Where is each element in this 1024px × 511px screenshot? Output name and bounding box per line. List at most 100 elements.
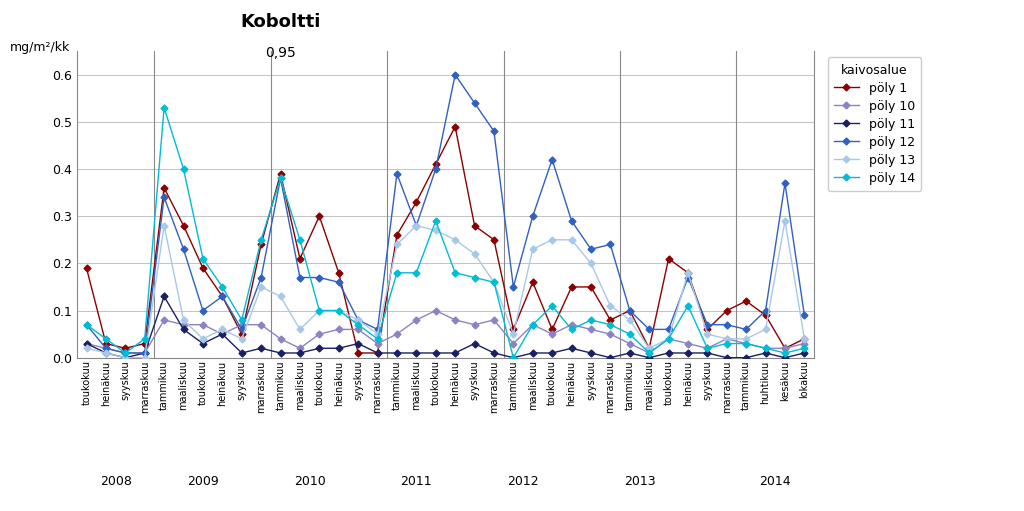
pöly 14 xyxy=(313,308,326,314)
pöly 12 xyxy=(449,72,461,78)
pöly 1 xyxy=(624,308,636,314)
pöly 13 xyxy=(352,317,365,323)
pöly 14 xyxy=(526,321,539,328)
pöly 12 xyxy=(177,246,189,252)
pöly 14 xyxy=(294,237,306,243)
pöly 10 xyxy=(430,308,442,314)
pöly 14 xyxy=(701,345,714,352)
pöly 1 xyxy=(663,256,675,262)
pöly 10 xyxy=(701,345,714,352)
pöly 13 xyxy=(624,317,636,323)
pöly 14 xyxy=(352,321,365,328)
pöly 10 xyxy=(352,327,365,333)
pöly 13 xyxy=(294,327,306,333)
pöly 11 xyxy=(585,350,597,356)
pöly 11 xyxy=(760,350,772,356)
pöly 14 xyxy=(565,327,578,333)
pöly 11 xyxy=(799,350,811,356)
pöly 13 xyxy=(740,336,753,342)
pöly 11 xyxy=(411,350,423,356)
pöly 14 xyxy=(197,256,209,262)
pöly 12 xyxy=(313,274,326,281)
pöly 10 xyxy=(507,340,519,346)
pöly 13 xyxy=(391,241,403,247)
pöly 12 xyxy=(158,194,170,200)
pöly 10 xyxy=(799,340,811,346)
pöly 11 xyxy=(643,355,655,361)
pöly 10 xyxy=(468,321,480,328)
pöly 10 xyxy=(119,350,131,356)
pöly 11 xyxy=(604,355,616,361)
pöly 1 xyxy=(799,336,811,342)
pöly 13 xyxy=(682,270,694,276)
pöly 1 xyxy=(294,256,306,262)
pöly 14 xyxy=(255,237,267,243)
pöly 14 xyxy=(99,336,112,342)
pöly 13 xyxy=(585,260,597,266)
pöly 12 xyxy=(526,213,539,219)
pöly 11 xyxy=(99,350,112,356)
pöly 11 xyxy=(274,350,287,356)
pöly 10 xyxy=(294,345,306,352)
pöly 14 xyxy=(449,270,461,276)
pöly 11 xyxy=(216,331,228,337)
pöly 1 xyxy=(274,171,287,177)
pöly 14 xyxy=(372,336,384,342)
pöly 1 xyxy=(740,298,753,304)
pöly 11 xyxy=(663,350,675,356)
pöly 11 xyxy=(624,350,636,356)
pöly 10 xyxy=(682,340,694,346)
pöly 10 xyxy=(740,340,753,346)
pöly 13 xyxy=(119,355,131,361)
pöly 10 xyxy=(663,336,675,342)
pöly 1 xyxy=(760,312,772,318)
pöly 11 xyxy=(177,327,189,333)
pöly 13 xyxy=(779,218,792,224)
pöly 10 xyxy=(526,321,539,328)
pöly 13 xyxy=(99,350,112,356)
pöly 10 xyxy=(546,331,558,337)
pöly 12 xyxy=(604,241,616,247)
pöly 1 xyxy=(255,241,267,247)
pöly 13 xyxy=(177,317,189,323)
pöly 12 xyxy=(565,218,578,224)
pöly 14 xyxy=(799,345,811,352)
pöly 12 xyxy=(391,171,403,177)
pöly 10 xyxy=(255,321,267,328)
pöly 14 xyxy=(682,303,694,309)
pöly 10 xyxy=(779,345,792,352)
pöly 12 xyxy=(236,327,248,333)
pöly 14 xyxy=(274,175,287,181)
pöly 13 xyxy=(158,223,170,229)
pöly 11 xyxy=(740,355,753,361)
Text: 2012: 2012 xyxy=(507,475,539,488)
pöly 10 xyxy=(411,317,423,323)
Text: 2014: 2014 xyxy=(760,475,792,488)
pöly 11 xyxy=(546,350,558,356)
pöly 12 xyxy=(624,308,636,314)
pöly 12 xyxy=(411,223,423,229)
pöly 11 xyxy=(119,355,131,361)
pöly 11 xyxy=(313,345,326,352)
pöly 1 xyxy=(313,213,326,219)
pöly 13 xyxy=(701,331,714,337)
pöly 10 xyxy=(624,340,636,346)
pöly 11 xyxy=(468,340,480,346)
pöly 12 xyxy=(507,284,519,290)
pöly 1 xyxy=(604,317,616,323)
pöly 13 xyxy=(216,327,228,333)
pöly 14 xyxy=(643,350,655,356)
pöly 12 xyxy=(721,321,733,328)
Text: 0,95: 0,95 xyxy=(265,46,296,60)
pöly 1 xyxy=(449,124,461,130)
pöly 12 xyxy=(294,274,306,281)
pöly 14 xyxy=(411,270,423,276)
pöly 11 xyxy=(779,355,792,361)
pöly 14 xyxy=(487,279,500,285)
pöly 1 xyxy=(138,340,151,346)
pöly 10 xyxy=(372,340,384,346)
pöly 12 xyxy=(663,327,675,333)
pöly 12 xyxy=(643,327,655,333)
pöly 12 xyxy=(430,166,442,172)
pöly 11 xyxy=(430,350,442,356)
